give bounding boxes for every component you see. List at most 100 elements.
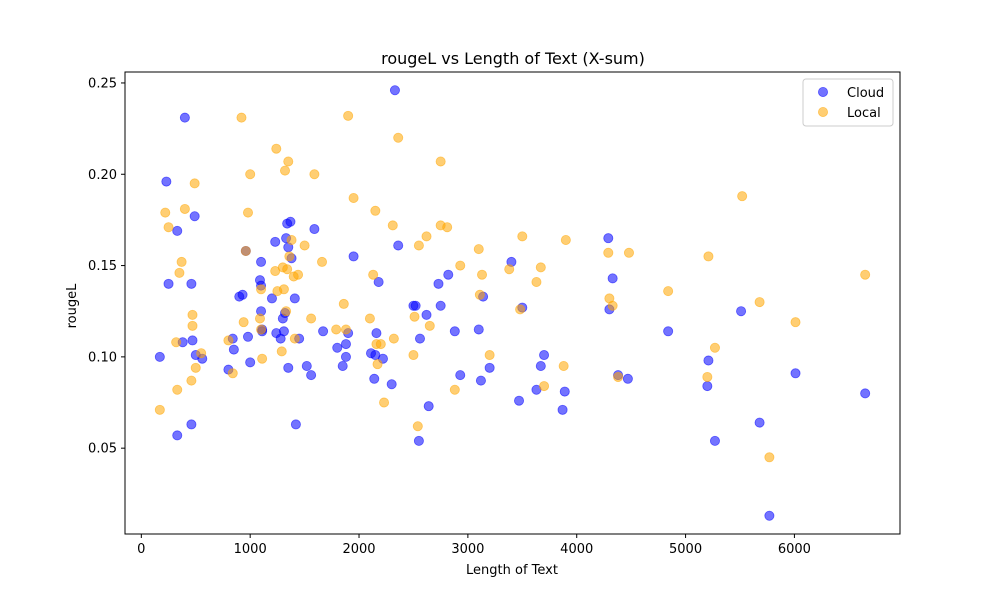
y-tick-label: 0.20 [88, 168, 117, 183]
point-local [703, 251, 714, 262]
point-local [387, 220, 398, 231]
point-local [535, 262, 546, 273]
point-local [190, 362, 201, 373]
point-local [281, 306, 292, 317]
point-cloud [473, 324, 484, 335]
point-local [737, 191, 748, 202]
point-local [189, 178, 200, 189]
point-local [613, 371, 624, 382]
point-local [176, 256, 187, 267]
point-local [607, 300, 618, 311]
point-cloud [414, 333, 425, 344]
x-tick-label: 4000 [560, 542, 593, 557]
point-cloud [179, 112, 190, 123]
point-cloud [539, 350, 550, 361]
legend-marker-local [818, 107, 829, 118]
point-local [187, 309, 198, 320]
point-local [375, 339, 386, 350]
point-cloud [301, 360, 312, 371]
point-local [364, 313, 375, 324]
point-cloud [663, 326, 674, 337]
point-local [515, 304, 526, 315]
point-local [317, 256, 328, 267]
point-cloud [484, 362, 495, 373]
point-local [257, 353, 268, 364]
point-local [276, 346, 287, 357]
point-local [286, 234, 297, 245]
point-local [702, 371, 713, 382]
point-cloud [245, 357, 256, 368]
point-cloud [369, 373, 380, 384]
point-local [278, 284, 289, 295]
point-local [172, 384, 183, 395]
point-cloud [764, 510, 775, 521]
point-cloud [172, 430, 183, 441]
point-local [413, 240, 424, 251]
point-local [603, 247, 614, 258]
point-cloud [154, 351, 165, 362]
point-local [256, 284, 267, 295]
point-cloud [332, 342, 343, 353]
point-cloud [703, 355, 714, 366]
point-local [283, 156, 294, 167]
point-local [240, 245, 251, 256]
point-local [442, 222, 453, 233]
x-axis-label: Length of Text [466, 563, 558, 578]
x-tick-label: 5000 [669, 542, 702, 557]
point-local [790, 317, 801, 328]
point-local [254, 313, 265, 324]
point-cloud [709, 435, 720, 446]
point-local [435, 156, 446, 167]
point-cloud [340, 351, 351, 362]
x-tick-label: 3000 [451, 542, 484, 557]
point-local [256, 324, 267, 335]
point-local [271, 143, 282, 154]
point-cloud [172, 225, 183, 236]
point-cloud [410, 300, 421, 311]
point-local [379, 397, 390, 408]
point-local [388, 333, 399, 344]
point-cloud [514, 395, 525, 406]
point-cloud [161, 176, 172, 187]
y-tick-label: 0.15 [88, 259, 117, 274]
point-local [236, 112, 247, 123]
point-cloud [318, 326, 329, 337]
point-local [338, 298, 349, 309]
legend-marker-cloud [818, 87, 829, 98]
y-tick-label: 0.10 [88, 350, 117, 365]
point-cloud [242, 331, 253, 342]
point-cloud [433, 278, 444, 289]
x-tick-label: 0 [137, 542, 145, 557]
point-local [709, 342, 720, 353]
point-local [517, 231, 528, 242]
point-cloud [278, 326, 289, 337]
point-local [238, 317, 249, 328]
point-cloud [309, 224, 320, 235]
point-local [343, 110, 354, 121]
point-cloud [163, 278, 174, 289]
point-local [171, 337, 182, 348]
y-tick-label: 0.05 [88, 442, 117, 457]
point-local [531, 276, 542, 287]
point-local [663, 286, 674, 297]
point-local [421, 231, 432, 242]
point-cloud [622, 373, 633, 384]
point-cloud [557, 404, 568, 415]
point-local [473, 244, 484, 255]
point-cloud [559, 386, 570, 397]
point-cloud [289, 293, 300, 304]
point-cloud [702, 381, 713, 392]
point-cloud [186, 278, 197, 289]
point-local [282, 264, 293, 275]
point-cloud [266, 293, 277, 304]
point-cloud [435, 300, 446, 311]
point-cloud [386, 379, 397, 390]
plot-area: 0 1000 2000 3000 4000 5000 6000 0.05 0.10 0.15 0.2… [88, 71, 901, 557]
point-cloud [754, 417, 765, 428]
point-cloud [290, 419, 301, 430]
point-local [560, 234, 571, 245]
point-cloud [373, 276, 384, 287]
point-local [370, 205, 381, 216]
point-cloud [389, 85, 400, 96]
point-cloud [371, 328, 382, 339]
